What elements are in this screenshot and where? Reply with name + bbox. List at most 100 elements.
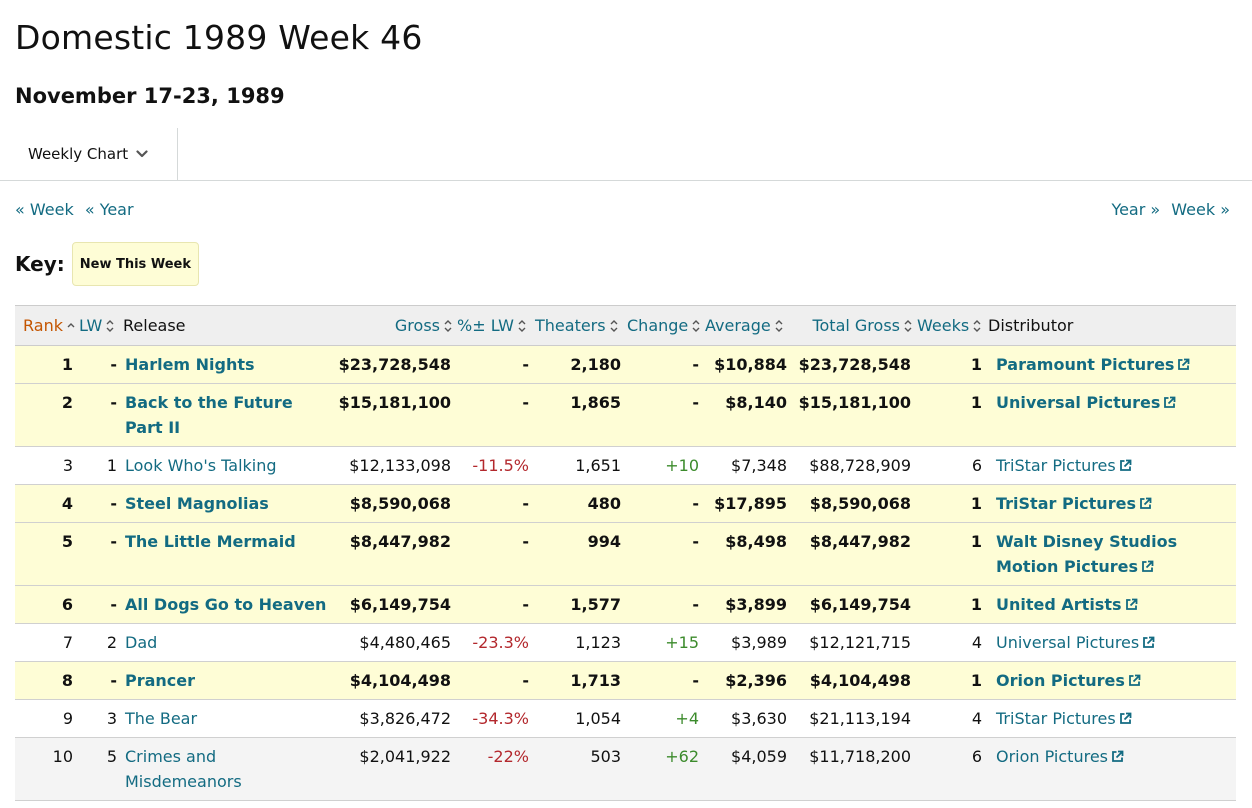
release-link[interactable]: The Bear [125,709,198,728]
total-gross-cell: $4,104,498 [791,661,915,700]
gross-cell: $23,728,548 [333,345,455,384]
external-link-icon [1139,492,1152,509]
col-pct-lw[interactable]: %± LW [455,305,533,346]
chart-selector-bar: Weekly Chart [0,128,1252,181]
average-cell: $3,899 [703,585,791,624]
external-link-icon [1128,669,1141,686]
distributor-cell: Orion Pictures [986,737,1236,801]
total-gross-cell: $23,728,548 [791,345,915,384]
sort-arrows-icon [610,320,618,332]
release-link[interactable]: Dad [125,633,158,652]
distributor-cell: Universal Pictures [986,623,1236,662]
col-average[interactable]: Average [703,305,791,346]
col-weeks[interactable]: Weeks [915,305,986,346]
nav-next: Year » Week » [1105,200,1230,219]
theater-change-cell: +15 [625,623,703,662]
distributor-link[interactable]: Paramount Pictures [996,355,1190,374]
date-range: November 17-23, 1989 [15,84,285,108]
chart-type-label: Weekly Chart [28,145,129,163]
release-cell: Crimes and Misdemeanors [121,737,333,801]
theater-change-cell: +4 [625,699,703,738]
distributor-cell: Walt Disney Studios Motion Pictures [986,522,1236,586]
external-link-icon [1142,631,1155,648]
pct-change-cell: - [455,661,533,700]
pct-change-cell: - [455,345,533,384]
release-link[interactable]: Harlem Nights [125,355,255,374]
table-row: 5- The Little Mermaid $8,447,982-994- $8,49… [15,522,1236,586]
distributor-cell: TriStar Pictures [986,446,1236,485]
next-year-link[interactable]: Year » [1111,200,1161,219]
table-row: 9 3 The Bear $3,826,472 -34.3% 1,054 +4 $3,630 $… [15,699,1236,738]
key-label: Key: [15,252,65,276]
distributor-cell: TriStar Pictures [986,699,1236,738]
rank-cell: 8 [15,661,77,700]
last-week-cell: - [77,383,121,447]
table-body: 1- Harlem Nights $23,728,548-2,180- $10,884… [15,345,1236,801]
distributor-link[interactable]: TriStar Pictures [996,456,1132,475]
distributor-link[interactable]: TriStar Pictures [996,709,1132,728]
distributor-link[interactable]: Orion Pictures [996,671,1141,690]
col-rank[interactable]: Rank [15,305,77,346]
chevron-down-icon [136,150,148,158]
release-link[interactable]: Prancer [125,671,196,690]
release-link[interactable]: Look Who's Talking [125,456,277,475]
pct-change-cell: - [455,585,533,624]
last-week-cell: 1 [77,446,121,485]
weeks-cell: 1 [915,661,986,700]
chart-type-dropdown[interactable]: Weekly Chart [0,128,178,180]
release-link[interactable]: Steel Magnolias [125,494,269,513]
new-this-week-badge: New This Week [71,242,199,286]
last-week-cell: - [77,484,121,523]
external-link-icon [1125,593,1138,610]
total-gross-cell: $11,718,200 [791,737,915,801]
col-change[interactable]: Change [625,305,703,346]
rank-cell: 10 [15,737,77,801]
distributor-link[interactable]: Universal Pictures [996,633,1155,652]
distributor-cell: Universal Pictures [986,383,1236,447]
distributor-link[interactable]: United Artists [996,595,1138,614]
distributor-link[interactable]: Walt Disney Studios Motion Pictures [996,532,1178,576]
sort-arrows-icon [444,320,452,332]
col-theaters[interactable]: Theaters [533,305,625,346]
table-row: 10 5 Crimes and Misdemeanors $2,041,922 -22%… [15,737,1236,801]
pct-change-cell: -11.5% [455,446,533,485]
external-link-icon [1111,745,1124,762]
distributor-cell: TriStar Pictures [986,484,1236,523]
weeks-cell: 1 [915,484,986,523]
release-cell: Prancer [121,661,333,700]
gross-cell: $3,826,472 [333,699,455,738]
release-link[interactable]: The Little Mermaid [125,532,296,551]
col-lw[interactable]: LW [77,305,121,346]
release-link[interactable]: All Dogs Go to Heaven [125,595,327,614]
distributor-link[interactable]: Orion Pictures [996,747,1124,766]
theaters-cell: 2,180 [533,345,625,384]
distributor-link[interactable]: TriStar Pictures [996,494,1152,513]
prev-year-link[interactable]: « Year [84,200,134,219]
theaters-cell: 503 [533,737,625,801]
theater-change-cell: - [625,585,703,624]
prev-week-link[interactable]: « Week [15,200,74,219]
release-link[interactable]: Crimes and Misdemeanors [125,747,242,791]
pct-change-cell: - [455,522,533,586]
col-total-gross[interactable]: Total Gross [791,305,915,346]
average-cell: $2,396 [703,661,791,700]
pct-change-cell: -23.3% [455,623,533,662]
total-gross-cell: $8,590,068 [791,484,915,523]
rank-cell: 9 [15,699,77,738]
release-cell: Harlem Nights [121,345,333,384]
theaters-cell: 1,713 [533,661,625,700]
total-gross-cell: $6,149,754 [791,585,915,624]
theater-change-cell: - [625,522,703,586]
external-link-icon [1119,454,1132,471]
col-release: Release [121,305,333,346]
distributor-cell: United Artists [986,585,1236,624]
rank-cell: 7 [15,623,77,662]
col-gross[interactable]: Gross [333,305,455,346]
table-row: 7 2 Dad $4,480,465 -23.3% 1,123 +15 $3,989 $12,1… [15,623,1236,662]
theater-change-cell: - [625,345,703,384]
next-week-link[interactable]: Week » [1171,200,1230,219]
last-week-cell: - [77,585,121,624]
distributor-link[interactable]: Universal Pictures [996,393,1176,412]
theaters-cell: 1,577 [533,585,625,624]
release-link[interactable]: Back to the Future Part II [125,393,293,437]
